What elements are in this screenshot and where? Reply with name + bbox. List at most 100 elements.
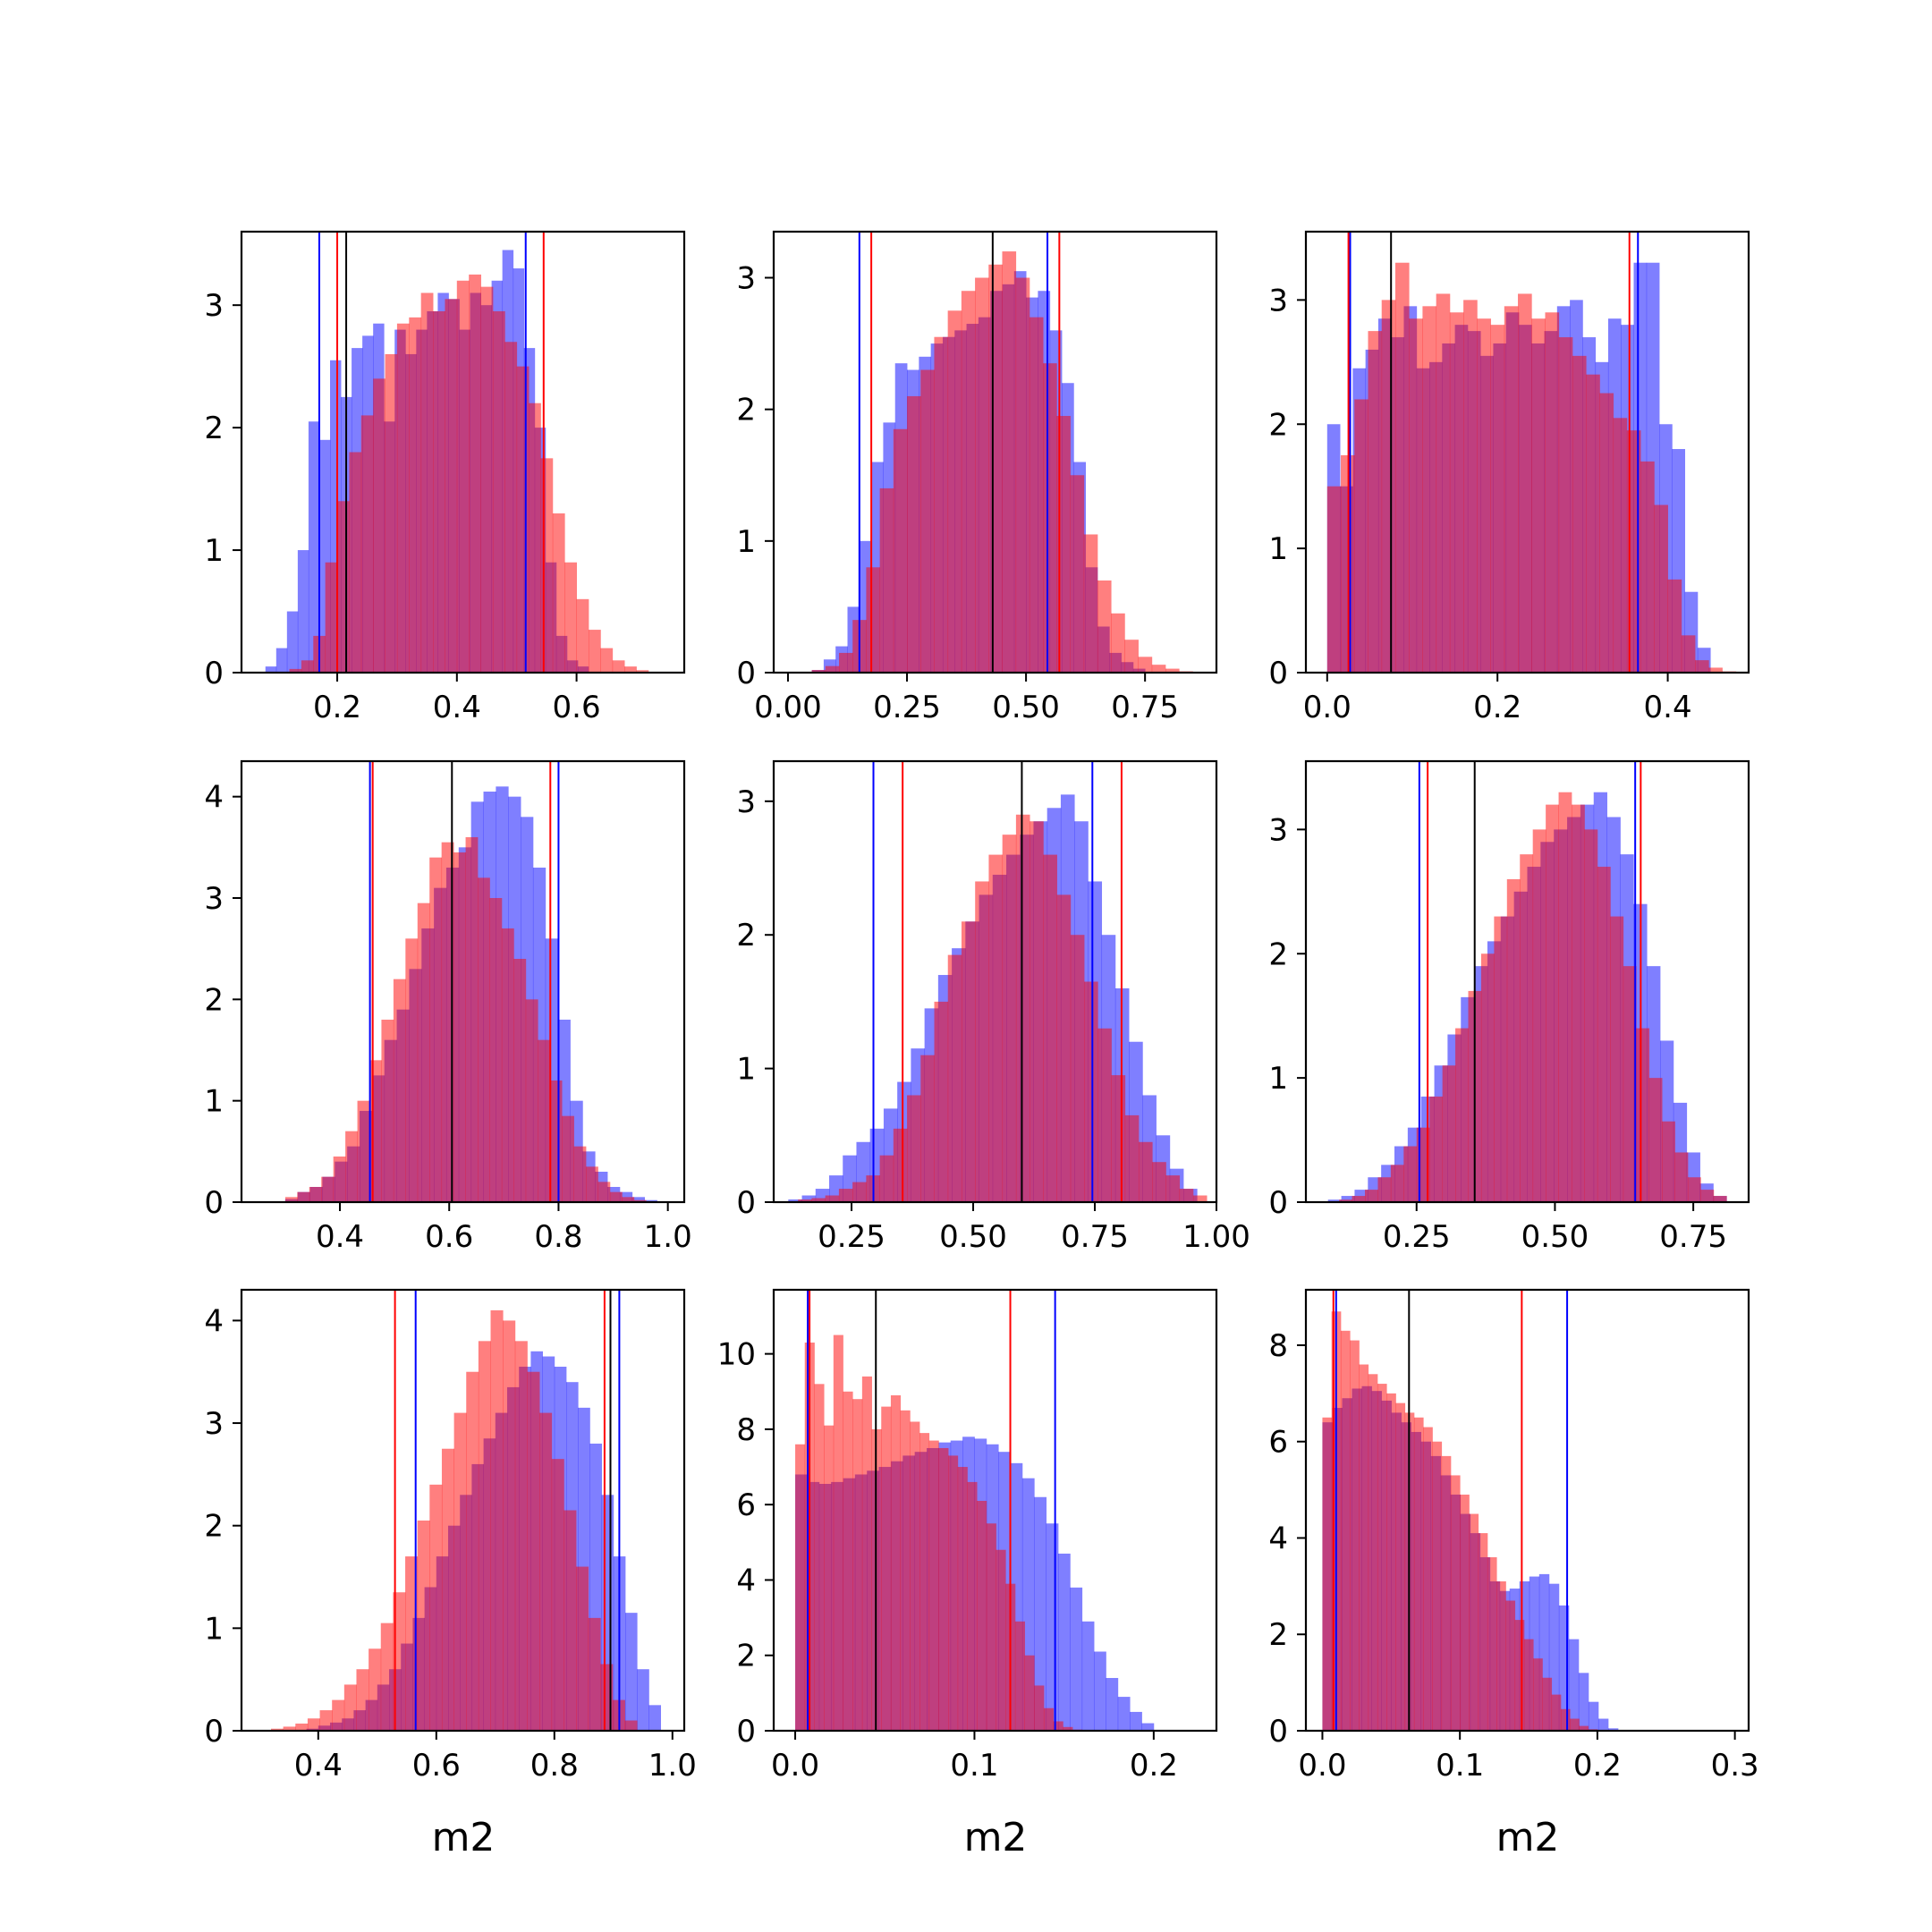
panel-1-3-bar-red	[1422, 306, 1437, 673]
x-axis-label-col2: m2	[964, 1815, 1028, 1860]
panel-2-1-bar-red	[284, 1197, 298, 1202]
panel-2-2-bar-red	[920, 1055, 935, 1202]
panel-2-2-ytick-label: 3	[736, 784, 756, 820]
panel-3-1-bar-red	[453, 1412, 467, 1731]
panel-1-2-bar-red	[920, 369, 935, 673]
x-axis-label-col3: m2	[1496, 1815, 1560, 1860]
panel-3-1-bar-red	[576, 1566, 589, 1731]
panel-2-2-bar-red	[1056, 894, 1072, 1202]
panel-3-1-bar-red	[405, 1556, 419, 1731]
panel-2-1-bar-red	[501, 928, 514, 1202]
panel-1-1-bar-red	[469, 274, 481, 673]
panel-1-3-bar-red	[1695, 660, 1709, 673]
panel-2-3-xtick-label: 0.50	[1521, 1219, 1589, 1255]
panel-1-2-bar-red	[1111, 613, 1125, 673]
panel-2-1-bar-red	[309, 1187, 322, 1202]
panel-2-1-bar-red	[417, 902, 430, 1202]
panel-3-1-bar-red	[332, 1699, 345, 1731]
panel-2-2-xtick-label: 0.25	[818, 1219, 886, 1255]
panel-2-2-bar-red	[798, 1199, 812, 1202]
panel-3-3-bar-red	[1423, 1427, 1433, 1731]
panel-1-3-bar-red	[1654, 504, 1668, 673]
panel-1-2-bar-red	[961, 291, 976, 673]
panel-3-3-bar-red	[1533, 1658, 1543, 1731]
panel-3-3-bar-red	[1359, 1364, 1369, 1731]
panel-1-1-bar-red	[385, 353, 398, 673]
panel-1-3-bar-red	[1599, 393, 1614, 673]
panel-3-3-bar-red	[1386, 1393, 1396, 1731]
panel-1-1-bar-red	[360, 415, 374, 673]
panel-1-3-frame	[1304, 230, 1750, 674]
panel-3-2-xtick-label: 0.1	[950, 1748, 998, 1784]
panel-3-3-ytick-label: 0	[1268, 1714, 1288, 1750]
panel-3-3-bar-red	[1450, 1475, 1461, 1731]
panel-2-3-bar-red	[1377, 1177, 1392, 1202]
panel-2-3-bar-red	[1558, 792, 1572, 1202]
panel-3-3-bar-blue	[1597, 1718, 1609, 1731]
panel-2-1-ytick-label: 0	[204, 1185, 224, 1221]
panel-1-1-bar-red	[540, 458, 554, 673]
panel-1-1-ytick-label: 1	[204, 533, 224, 569]
panel-1-1-bar-blue	[286, 611, 299, 673]
panel-2-2-ytick-label: 0	[736, 1185, 756, 1221]
panel-3-3-ytick-label: 4	[1268, 1521, 1288, 1556]
panel-1-2-ytick-label: 0	[736, 656, 756, 691]
panel-1-1-xtick-label: 0.2	[313, 690, 361, 725]
panel-1-3-ytick-label: 3	[1268, 283, 1288, 318]
panel-3-2-bar-red	[861, 1376, 872, 1731]
panel-2-3-bar-red	[1674, 1152, 1689, 1202]
panel-1-2-bar-red	[866, 567, 881, 673]
panel-3-3-bar-blue	[1558, 1605, 1570, 1731]
panel-1-2-bar-red	[1151, 665, 1166, 673]
panel-3-1-ytick-label: 4	[204, 1303, 224, 1339]
panel-3-1-bar-red	[380, 1623, 394, 1731]
panel-1-1-bar-red	[588, 630, 601, 673]
panel-3-1-bar-blue	[625, 1613, 638, 1731]
panel-2-2-bar-red	[988, 854, 1004, 1202]
panel-1-3-bar-red	[1477, 318, 1491, 673]
panel-1-2-xtick-label: 0.25	[873, 690, 941, 725]
panel-3-1-bar-red	[588, 1617, 601, 1731]
panel-1-2-ytick-label: 1	[736, 524, 756, 560]
panel-3-3-bar-red	[1413, 1417, 1424, 1731]
panel-2-2-bar-red	[1111, 1075, 1126, 1202]
panel-2-3-bar-red	[1546, 804, 1559, 1202]
panel-3-2-bar-red	[824, 1425, 835, 1731]
panel-2-1-xtick-label: 0.6	[425, 1219, 473, 1255]
panel-1-3-xtick-label: 0.4	[1644, 690, 1692, 725]
panel-1-3: 0.0 0.2 0.4 0 1 2 3	[1268, 230, 1750, 725]
panel-3-3-bar-red	[1478, 1533, 1488, 1731]
panel-1-1-bar-red	[325, 562, 338, 673]
panel-2-1-bar-red	[597, 1182, 611, 1202]
panel-1-3-bar-red	[1409, 318, 1423, 673]
panel-3-3-bar-blue	[1588, 1701, 1599, 1731]
panel-1-2-frame	[772, 230, 1218, 674]
panel-2-3-bar-red	[1687, 1177, 1701, 1202]
panel-1-3-bar-red	[1708, 667, 1723, 673]
panel-1-3-bar-red	[1504, 306, 1519, 673]
panel-2-1-xtick-label: 1.0	[644, 1219, 692, 1255]
panel-1-3-bar-red	[1381, 300, 1396, 673]
panel-3-2-bar-red	[1043, 1707, 1055, 1731]
panel-1-2-ytick-label: 3	[736, 261, 756, 297]
panel-2-2-xtick-label: 0.50	[939, 1219, 1007, 1255]
panel-1-1-bar-red	[420, 292, 434, 673]
panel-1-3-bar-red	[1667, 579, 1682, 673]
panel-3-1-bar-blue	[637, 1669, 649, 1731]
panel-3-3-xtick-label: 0.2	[1573, 1748, 1622, 1784]
panel-3-2-bar-red	[1063, 1726, 1073, 1731]
panel-1-2-bar-red	[811, 670, 826, 673]
panel-2-2-frame	[772, 759, 1218, 1204]
panel-2-1-ytick-label: 4	[204, 780, 224, 816]
panel-3-2-bar-red	[890, 1394, 902, 1731]
panel-2-1-bar-blue	[644, 1199, 657, 1202]
panel-3-1-xtick-label: 0.4	[294, 1748, 343, 1784]
panel-2-1-bar-red	[513, 959, 527, 1202]
panel-1-2-bar-red	[1097, 580, 1112, 673]
panel-3-2-bar-red	[795, 1444, 806, 1731]
panel-2-1-bar-red	[478, 877, 490, 1202]
panel-1-2-xtick-label: 0.75	[1111, 690, 1179, 725]
panel-3-2-bar-red	[900, 1410, 911, 1731]
panel-2-1-bar-red	[393, 979, 406, 1202]
panel-2-3-bar-red	[1365, 1190, 1378, 1202]
